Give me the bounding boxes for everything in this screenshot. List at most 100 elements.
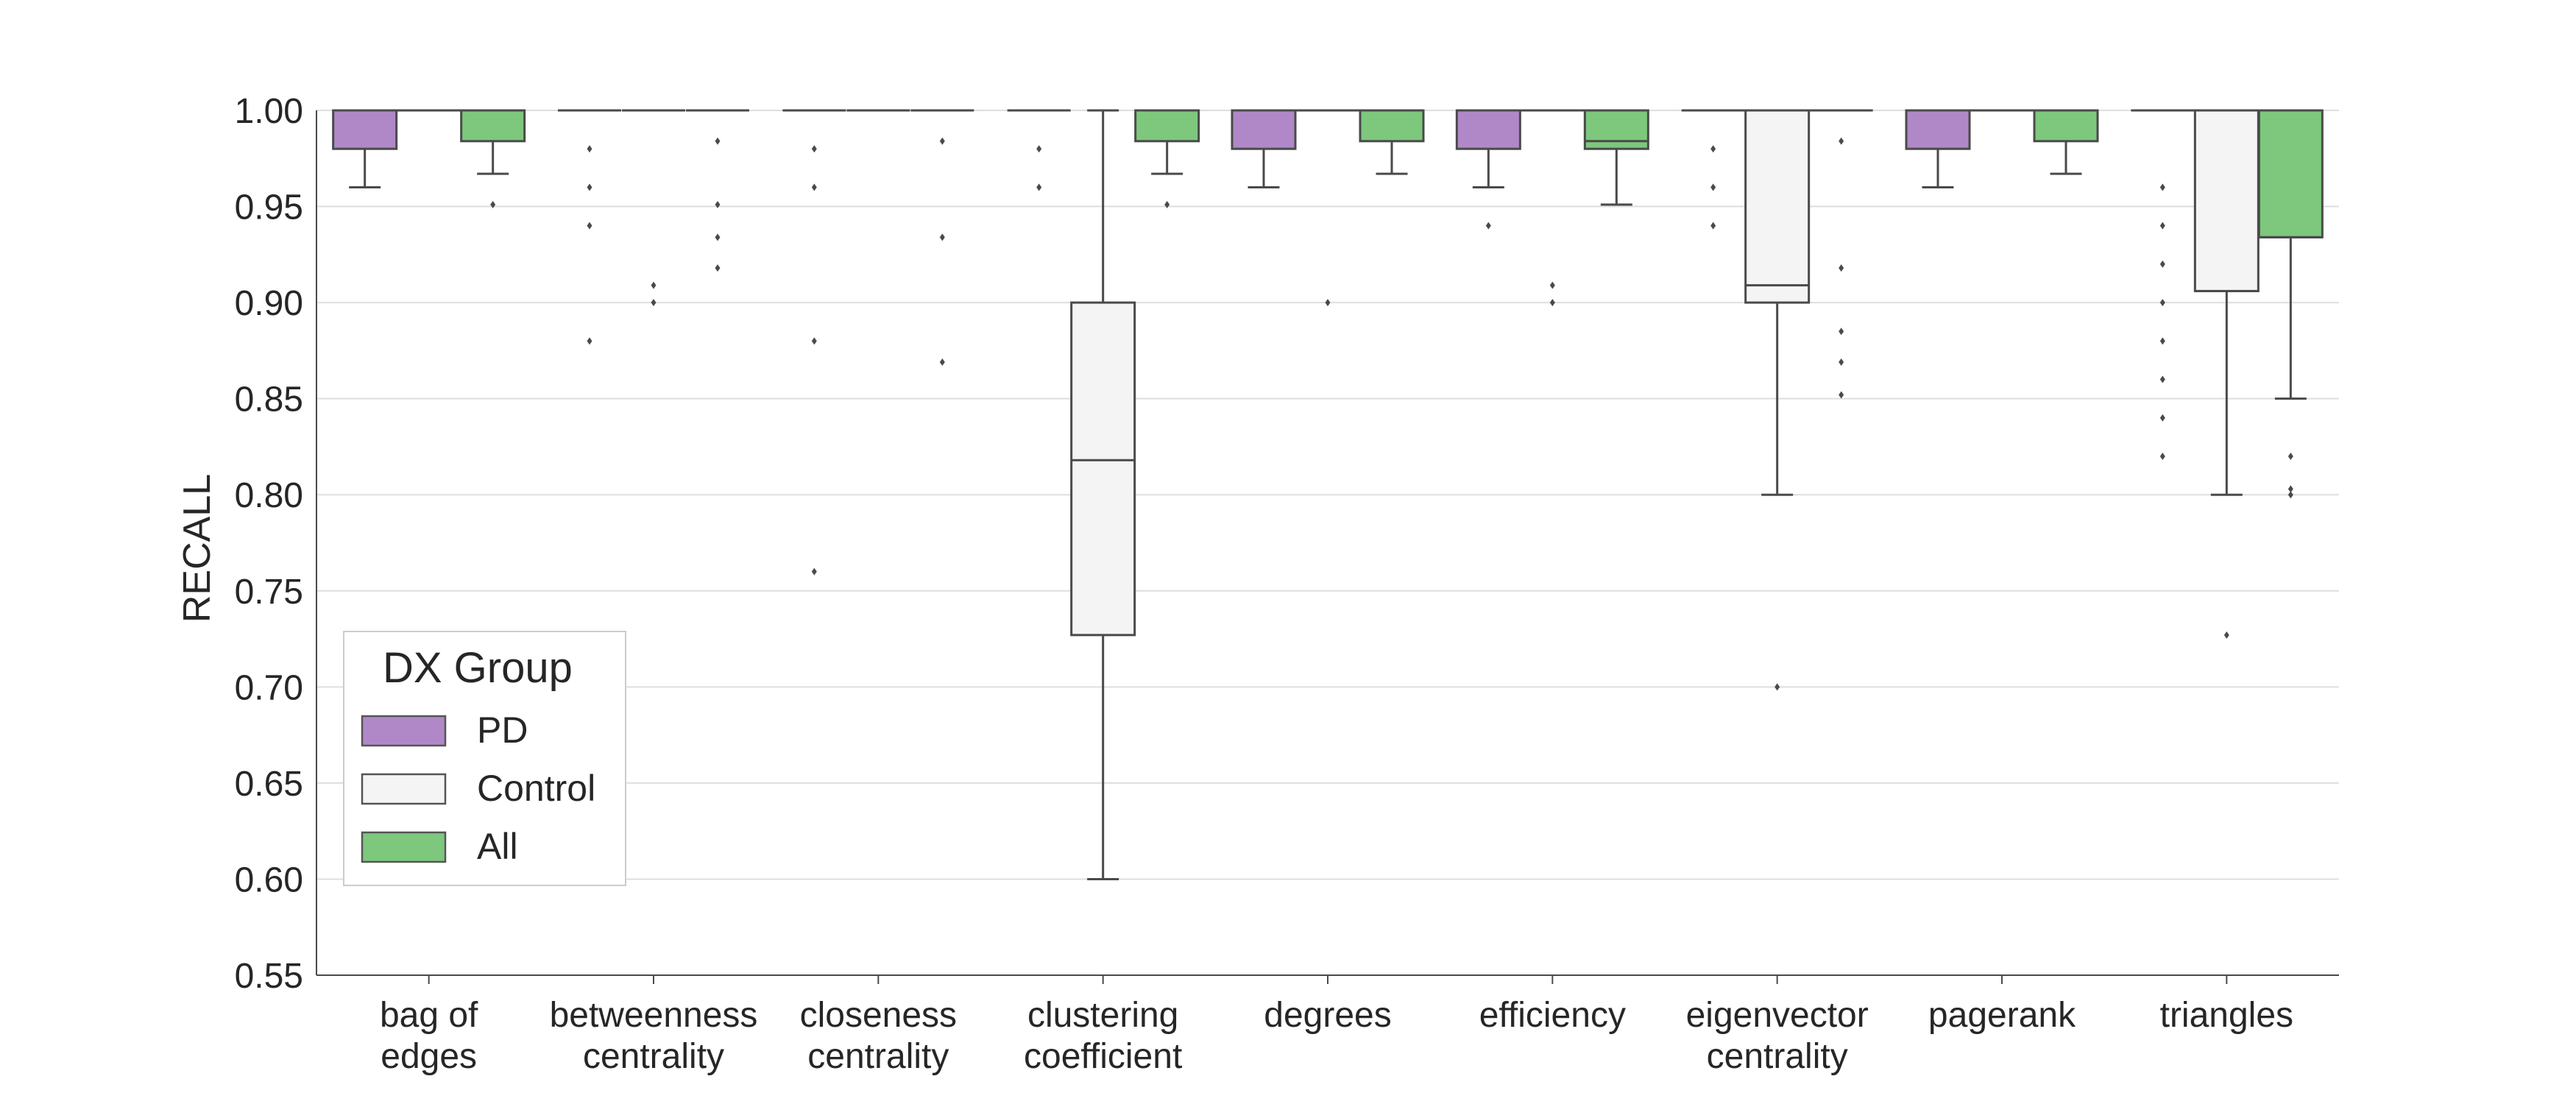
axes: 0.55 0.60 0.65 0.70 0.75 0.80 0.85 0.90 0.95 1.00… — [235, 92, 2339, 1076]
x-tick-label-line: edges — [381, 1037, 477, 1076]
box-pd — [558, 109, 621, 345]
x-tick-label: degrees — [1264, 996, 1391, 1035]
box-body — [2257, 109, 2324, 238]
outlier-point — [939, 137, 945, 145]
x-tick-label-line: coefficient — [1024, 1037, 1182, 1076]
legend-title: DX Group — [383, 644, 573, 692]
y-tick-label: 0.55 — [235, 957, 303, 996]
x-tick-label-line: clustering — [1027, 996, 1178, 1035]
outlier-point — [651, 299, 657, 307]
outlier-point — [1839, 264, 1844, 272]
x-tick-label-line: centrality — [1707, 1037, 1848, 1076]
box-body — [2193, 109, 2260, 292]
box-all — [910, 109, 974, 367]
outlier-point — [811, 145, 817, 153]
outlier-point — [715, 264, 721, 272]
box-control — [622, 109, 685, 307]
box-pd — [1455, 109, 1521, 230]
outlier-point — [1774, 683, 1780, 691]
outlier-point — [1164, 200, 1170, 208]
x-tick-label-line: efficiency — [1479, 996, 1626, 1035]
box-body — [1905, 109, 1971, 150]
x-tick-label-line: degrees — [1264, 996, 1391, 1035]
y-tick-label: 0.85 — [235, 381, 303, 420]
outlier-point — [1839, 358, 1844, 367]
y-tick-label: 0.60 — [235, 860, 303, 899]
x-tick-label: eigenvector centrality — [1686, 996, 1869, 1076]
x-tick-label-line: bag of — [380, 996, 478, 1035]
x-tick-label-line: triangles — [2160, 996, 2293, 1035]
outlier-point — [2159, 414, 2165, 422]
box-body — [1359, 109, 1425, 143]
outlier-point — [2287, 453, 2293, 460]
box-all — [1134, 109, 1200, 208]
legend-swatch-pd — [361, 715, 447, 747]
box-all — [2257, 109, 2324, 499]
legend-label-all: All — [477, 826, 518, 867]
outlier-point — [587, 337, 592, 345]
box-body — [1583, 109, 1649, 150]
outlier-point — [1710, 145, 1716, 153]
outlier-point — [1839, 137, 1844, 145]
outlier-point — [1839, 328, 1844, 336]
box-all — [686, 109, 749, 272]
x-tick-label-line: pagerank — [1928, 996, 2076, 1035]
x-tick-label: triangles — [2160, 996, 2293, 1035]
y-tick-label: 0.75 — [235, 573, 303, 612]
x-tick-label-line: centrality — [583, 1037, 724, 1076]
box-pd — [2131, 109, 2195, 460]
outlier-point — [2287, 491, 2293, 499]
outlier-point — [651, 281, 657, 289]
y-tick-label: 1.00 — [235, 92, 303, 131]
x-tick-label: pagerank — [1928, 996, 2076, 1035]
legend-swatch-control — [361, 773, 447, 805]
box-pd — [1007, 109, 1071, 191]
box-body — [1231, 109, 1297, 150]
outlier-point — [587, 145, 592, 153]
outlier-point — [587, 222, 592, 230]
outlier-point — [2159, 299, 2165, 307]
y-tick-label: 0.80 — [235, 476, 303, 515]
legend-swatch-all — [361, 831, 447, 863]
outlier-point — [2287, 485, 2293, 493]
y-tick-label: 0.95 — [235, 188, 303, 227]
outlier-point — [2159, 183, 2165, 191]
box-body — [1134, 109, 1200, 143]
box-all — [460, 109, 526, 208]
x-tick-label: closeness centrality — [800, 996, 957, 1076]
outlier-point — [2159, 375, 2165, 383]
box-body — [1070, 301, 1136, 637]
outlier-point — [811, 337, 817, 345]
outlier-point — [811, 567, 817, 576]
outlier-point — [715, 200, 721, 208]
outlier-point — [1710, 183, 1716, 191]
x-tick-label-line: betweenness — [550, 996, 758, 1035]
box-body — [1744, 109, 1811, 304]
outlier-point — [2159, 337, 2165, 345]
box-body — [2033, 109, 2099, 143]
x-tick-label-line: centrality — [807, 1037, 949, 1076]
outlier-point — [2223, 631, 2229, 639]
box-pd — [782, 109, 846, 576]
outlier-point — [2159, 222, 2165, 230]
box-body — [1455, 109, 1521, 150]
outlier-point — [490, 200, 496, 208]
outlier-point — [1485, 222, 1491, 230]
boxes — [332, 109, 2324, 880]
box-all — [1359, 109, 1425, 175]
y-tick-label: 0.65 — [235, 765, 303, 804]
y-tick-label: 0.90 — [235, 284, 303, 323]
legend: DX Group PD Control All — [343, 631, 626, 886]
box-pd — [1231, 109, 1297, 188]
x-tick-label: betweenness centrality — [550, 996, 758, 1076]
box-control — [1070, 109, 1136, 880]
outlier-point — [811, 183, 817, 191]
outlier-point — [939, 358, 945, 367]
legend-label-control: Control — [477, 768, 595, 809]
box-pd — [1905, 109, 1971, 188]
outlier-point — [1036, 145, 1042, 153]
outlier-point — [1839, 391, 1844, 399]
box-all — [1809, 109, 1873, 399]
x-tick-label: bag of edges — [380, 996, 478, 1076]
